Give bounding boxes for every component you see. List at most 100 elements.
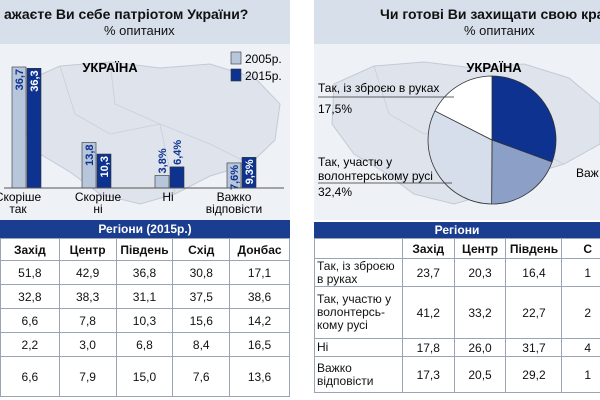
map-region-label: УКРАЇНА [82,60,138,75]
table-cell: 17,1 [229,260,290,285]
defend-pie-chart: УКРАЇНА Так, із зброєю в руках 17,5% Так… [318,60,599,205]
table-cell: 41,2 [401,286,455,339]
slice-label-armed: Так, із зброєю в руках [318,81,439,95]
table-cell: 42,9 [58,260,117,285]
table-row: Ні 17,8 26,0 31,7 4 [314,338,600,357]
defend-header: Чи готові Ви захищати свою кра % опитани… [314,0,600,44]
column-header-0: Захід [401,238,455,259]
table-cell: 14,2 [229,308,290,333]
table-cell: 1 [561,258,600,287]
table-cell: 6,6 [0,308,60,333]
table-cell: 10,3 [115,308,174,333]
pie-slice-3 [491,75,557,163]
defend-panel: Чи готові Ви захищати свою кра % опитани… [314,0,600,400]
patriot-header: ажаєте Ви себе патріотом України? % опит… [0,0,290,44]
table-cell: 26,0 [453,338,507,357]
patriot-subtitle: % опитаних [104,23,175,38]
bar-label-0-3: 7,6% [229,165,241,190]
pie-labels: Так, із зброєю в руках 17,5% Так, участю… [318,81,599,199]
regions-header: Регіони [314,222,600,238]
slice-label-hard: Важ [576,166,599,180]
regions-table: Захід Центр Південь С Так, із зброєю в рука… [314,238,600,393]
defend-subtitle: % опитаних [464,23,535,38]
legend-label-0: 2005р. [245,52,282,66]
column-header-2: Південь [505,238,563,259]
bar-label-1-1: 10,3 [99,156,111,177]
table-cell: 7,8 [58,308,117,333]
column-header-4: Донбас [229,238,290,261]
column-header-3: Схід [172,238,231,261]
slice-value-volunteer: 32,4% [318,185,352,199]
table-cell: 6,8 [115,332,174,357]
table-cell: 13,6 [229,356,290,397]
table-cell: 17,8 [401,338,455,357]
pie-slice-2 [491,139,553,205]
table-cell: 15,0 [115,356,174,397]
map-region-label: УКРАЇНА [466,60,522,75]
column-header-0: Захід [0,238,60,261]
pie-slices [427,75,557,205]
bar-label-1-3: 9,3% [244,159,256,184]
table-row: Так, участю у волонтерсь-кому русі 41,2 33… [314,286,600,339]
bar-marks: 36,7 13,8 3,8% 7,6% 36,3 10,3 6,4% 9,3% [11,66,257,190]
table-cell: 31,7 [505,338,563,357]
table-row: 2,2 3,0 6,8 8,4 16,5 [0,332,290,357]
column-header-1: Центр [58,238,117,261]
table-cell: 36,8 [115,260,174,285]
table-row: Важко відповісти 17,3 20,5 29,2 1 [314,356,600,393]
legend-swatch-1 [230,68,242,82]
table-cell: 23,7 [401,258,455,287]
table-cell: 33,2 [453,286,507,339]
column-header-2: Південь [115,238,174,261]
table-row: 32,8 38,3 31,1 37,5 38,6 [0,284,290,309]
table-cell: 16,4 [505,258,563,287]
patriot-panel: ажаєте Ви себе патріотом України? % опит… [0,0,290,400]
column-header-blank [314,238,403,259]
bar-label-1-2: 6,4% [172,140,184,165]
pie-slice-0 [434,75,493,141]
bar-label-1-0: 36,3 [29,70,41,91]
legend-label-1: 2015р. [245,69,282,83]
table-cell: 22,7 [505,286,563,339]
patriot-bar-chart: УКРАЇНА 2005р.2015р. 36,713,8 3,8%7,6%36,… [0,51,284,216]
category-label-2: Ні [162,190,173,204]
table-cell: 31,1 [115,284,174,309]
legend-swatch-0 [230,51,242,65]
column-header-3: С [561,238,600,259]
defend-title: Чи готові Ви захищати свою кра [380,6,600,22]
bar-label-0-0: 36,7 [14,69,26,90]
table-row: 6,6 7,8 10,3 15,6 14,2 [0,308,290,333]
table-row: 6,6 7,9 15,0 7,6 13,6 [0,356,290,397]
table-cell: 15,6 [172,308,231,333]
slice-value-armed: 17,5% [318,102,352,116]
patriot-title: ажаєте Ви себе патріотом України? [4,6,249,22]
table-cell: 2,2 [0,332,60,357]
table-cell: 37,5 [172,284,231,309]
category-label-3: Важко відповісти [206,190,262,216]
table-cell: 20,3 [453,258,507,287]
table-cell: 17,3 [401,356,455,393]
regions-header: Регіони (2015р.) [0,220,290,238]
bar-1-2 [169,166,185,189]
map-background [0,44,290,220]
category-label-0: Скорішетак [0,190,42,216]
row-label: Важко відповісти [314,356,403,393]
table-cell: 20,5 [453,356,507,393]
regions-table: Захід Центр Південь Схід Донбас 51,8 42,9 36,8… [0,238,290,397]
table-cell: 8,4 [172,332,231,357]
table-cell: 6,6 [0,356,60,397]
table-row: Так, із зброєю в руках 23,7 20,3 16,4 1 [314,258,600,287]
pie-slice-1 [427,110,493,205]
table-cell: 7,9 [58,356,117,397]
table-cell: 30,8 [172,260,231,285]
table-cell: 51,8 [0,260,60,285]
row-label: Так, участю у волонтерсь-кому русі [314,286,403,339]
slice-label-volunteer-2: волонтерському русі [318,169,433,183]
chart-legend: 2005р. 2015р. [230,51,282,83]
table-cell: 38,3 [58,284,117,309]
table-cell: 38,6 [229,284,290,309]
table-cell: 16,5 [229,332,290,357]
slice-label-volunteer-1: Так, участю у [318,155,392,169]
bar-label-0-1: 13,8 [84,144,96,165]
